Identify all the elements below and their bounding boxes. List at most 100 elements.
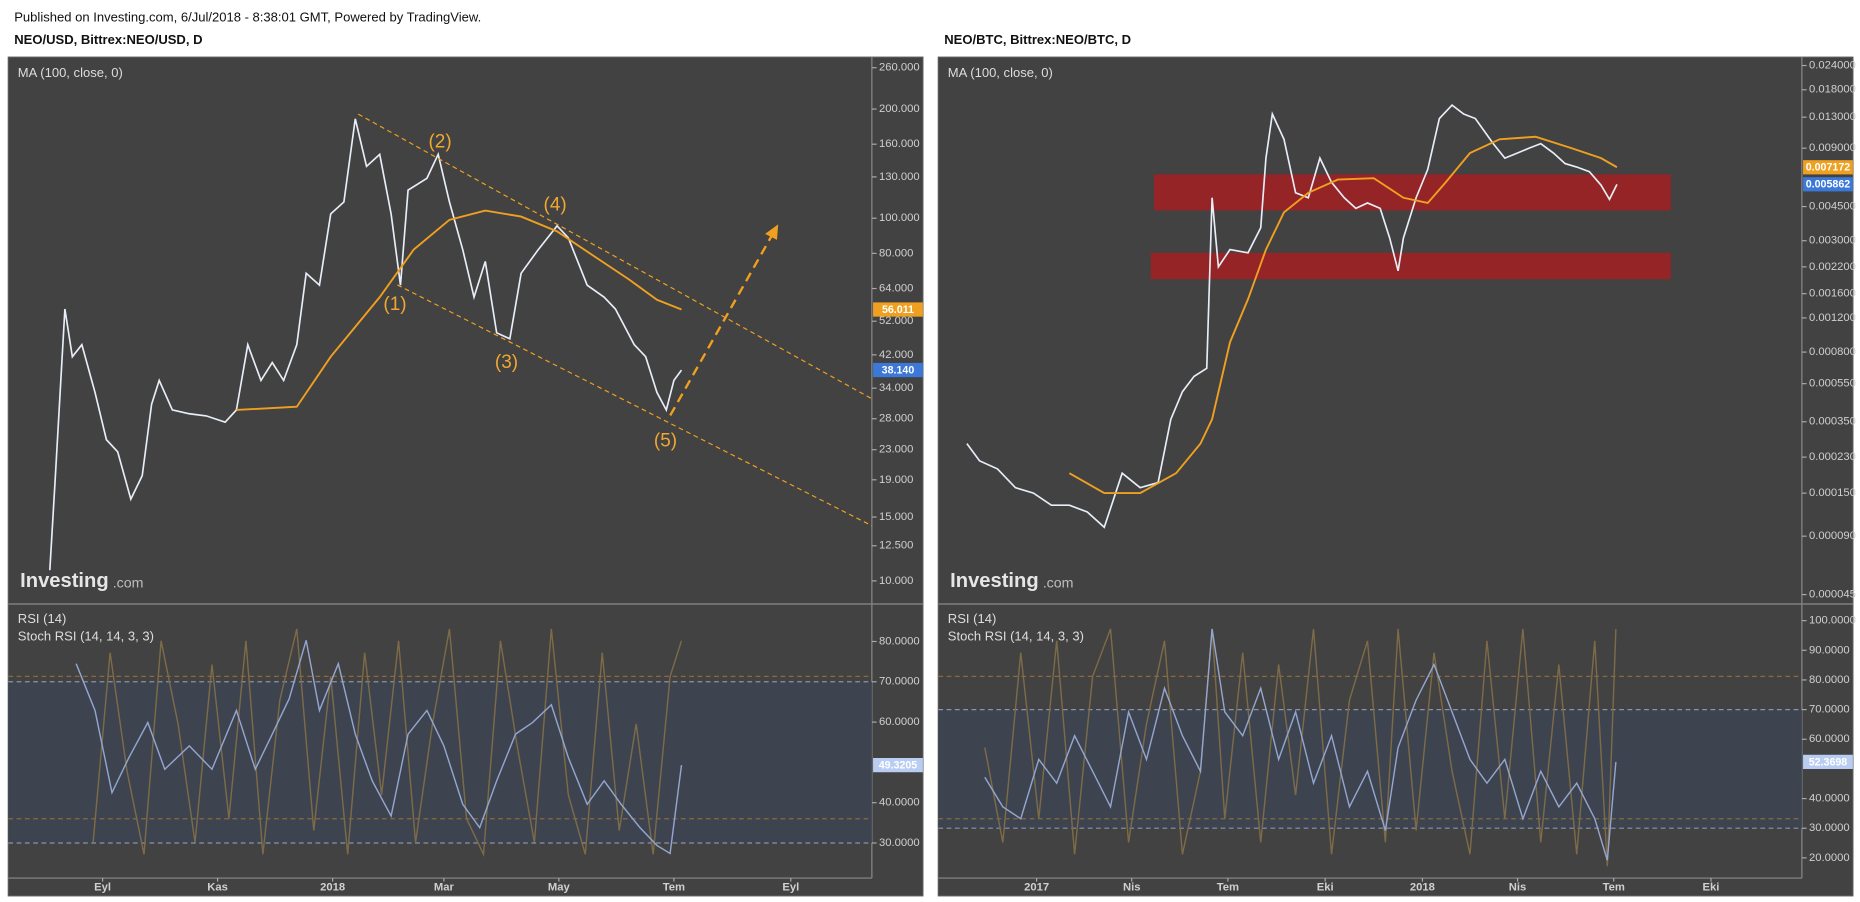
last-value-label: 38.140	[882, 364, 915, 376]
oscillator-title: Stoch RSI (14, 14, 3, 3)	[948, 629, 1084, 644]
x-tick-label: 2018	[1410, 881, 1435, 893]
y-tick-label: 90.0000	[1809, 644, 1850, 656]
y-tick-label: 260.000	[879, 62, 920, 74]
rsi-line	[75, 640, 683, 855]
oscillator-title: RSI (14)	[948, 611, 997, 626]
x-tick-label: Eyl	[94, 881, 111, 893]
y-tick-label: 20.0000	[1809, 852, 1850, 864]
indicator-title: MA (100, close, 0)	[948, 65, 1053, 80]
rsi-line	[984, 628, 1617, 861]
last-value-box	[873, 302, 923, 317]
y-tick-label: 80.000	[879, 247, 913, 259]
drawings: (1) (2) (3) (4) (5)	[357, 113, 873, 527]
x-tick-label: Tem	[1603, 881, 1625, 893]
last-value-box	[873, 758, 923, 773]
last-value-box	[1803, 160, 1853, 175]
y-tick-label: 0.000045	[1809, 589, 1856, 601]
wave-label: (5)	[654, 431, 677, 452]
y-tick-label: 23.000	[879, 444, 913, 456]
x-tick-label: Tem	[663, 881, 685, 893]
y-tick-label: 0.000350	[1809, 416, 1856, 428]
y-tick-label: 0.001200	[1809, 312, 1856, 324]
wave-label: (4)	[544, 194, 567, 215]
indicator-title: MA (100, close, 0)	[18, 65, 123, 80]
wave-label: (2)	[428, 132, 451, 153]
stoch-line	[984, 628, 1617, 867]
last-value-box	[1803, 754, 1853, 769]
y-tick-label: 130.000	[879, 171, 920, 183]
watermark: .com	[1043, 576, 1074, 592]
chart-title: NEO/BTC, Bittrex:NEO/BTC, D	[944, 32, 1131, 47]
x-tick-label: 2018	[320, 881, 345, 893]
trend-line	[357, 113, 873, 400]
rsi-band	[8, 681, 872, 843]
price-line	[48, 118, 683, 571]
price-line	[966, 103, 1618, 529]
y-tick-label: 100.000	[879, 212, 920, 224]
published-note: Published on Investing.com, 6/Jul/2018 -…	[14, 9, 481, 24]
wave-label: (3)	[495, 352, 518, 373]
x-tick-label: Nis	[1123, 881, 1141, 893]
y-tick-label: 0.000800	[1809, 346, 1856, 358]
trend-line	[397, 284, 873, 527]
y-tick-label: 0.024000	[1809, 59, 1856, 71]
y-tick-label: 0.004500	[1809, 201, 1856, 213]
wave-label: (1)	[383, 294, 406, 315]
y-tick-label: 42.000	[879, 349, 913, 361]
y-tick-label: 100.0000	[1809, 615, 1856, 627]
y-tick-label: 40.0000	[1809, 793, 1850, 805]
watermark: Investing	[950, 570, 1038, 592]
y-tick-label: 0.000150	[1809, 487, 1856, 499]
y-tick-label: 0.002200	[1809, 261, 1856, 273]
y-tick-label: 0.003000	[1809, 235, 1856, 247]
zone	[1150, 252, 1671, 280]
watermark: .com	[113, 576, 144, 592]
y-tick-label: 15.000	[879, 511, 913, 523]
y-tick-label: 60.0000	[1809, 733, 1850, 745]
y-tick-label: 30.0000	[879, 837, 920, 849]
last-value-box	[1803, 177, 1853, 192]
watermark: Investing	[20, 570, 108, 592]
zone	[1153, 174, 1671, 211]
y-tick-label: 40.0000	[879, 797, 920, 809]
y-tick-label: 0.000230	[1809, 451, 1856, 463]
y-tick-label: 80.0000	[879, 635, 920, 647]
last-value-label: 0.007172	[1806, 162, 1851, 174]
projection-arrow	[669, 232, 775, 416]
y-tick-label: 28.000	[879, 413, 913, 425]
y-tick-label: 0.000550	[1809, 378, 1856, 390]
x-tick-label: 2017	[1024, 881, 1049, 893]
last-value-box	[873, 362, 923, 378]
last-value-label: 52.3698	[1809, 756, 1848, 768]
y-tick-label: 30.0000	[1809, 822, 1850, 834]
y-tick-label: 19.000	[879, 474, 913, 486]
x-tick-label: Eki	[1317, 881, 1334, 893]
last-value-label: 0.005862	[1806, 179, 1851, 191]
last-value-label: 49.3205	[879, 760, 918, 772]
y-tick-label: 52.000	[879, 315, 913, 327]
x-tick-label: May	[548, 881, 571, 893]
stoch-line	[92, 628, 683, 858]
y-tick-label: 70.0000	[1809, 704, 1850, 716]
x-tick-label: Eki	[1703, 881, 1720, 893]
x-tick-label: Mar	[434, 881, 455, 893]
y-tick-label: 10.000	[879, 575, 913, 587]
y-tick-label: 60.0000	[879, 716, 920, 728]
y-tick-label: 0.001600	[1809, 288, 1856, 300]
last-value-label: 56.011	[882, 304, 914, 316]
y-tick-label: 0.013000	[1809, 111, 1856, 123]
oscillator-title: Stoch RSI (14, 14, 3, 3)	[18, 629, 154, 644]
arrow-head	[765, 224, 779, 240]
y-tick-label: 70.0000	[879, 676, 920, 688]
y-tick-label: 12.500	[879, 540, 913, 552]
price-line	[236, 209, 682, 411]
x-tick-label: Kas	[207, 881, 228, 893]
y-tick-label: 0.000090	[1809, 530, 1856, 542]
y-tick-label: 0.009000	[1809, 142, 1856, 154]
oscillator-title: RSI (14)	[18, 611, 67, 626]
y-tick-label: 80.0000	[1809, 674, 1850, 686]
rsi-band	[938, 709, 1802, 829]
y-tick-label: 0.018000	[1809, 84, 1856, 96]
